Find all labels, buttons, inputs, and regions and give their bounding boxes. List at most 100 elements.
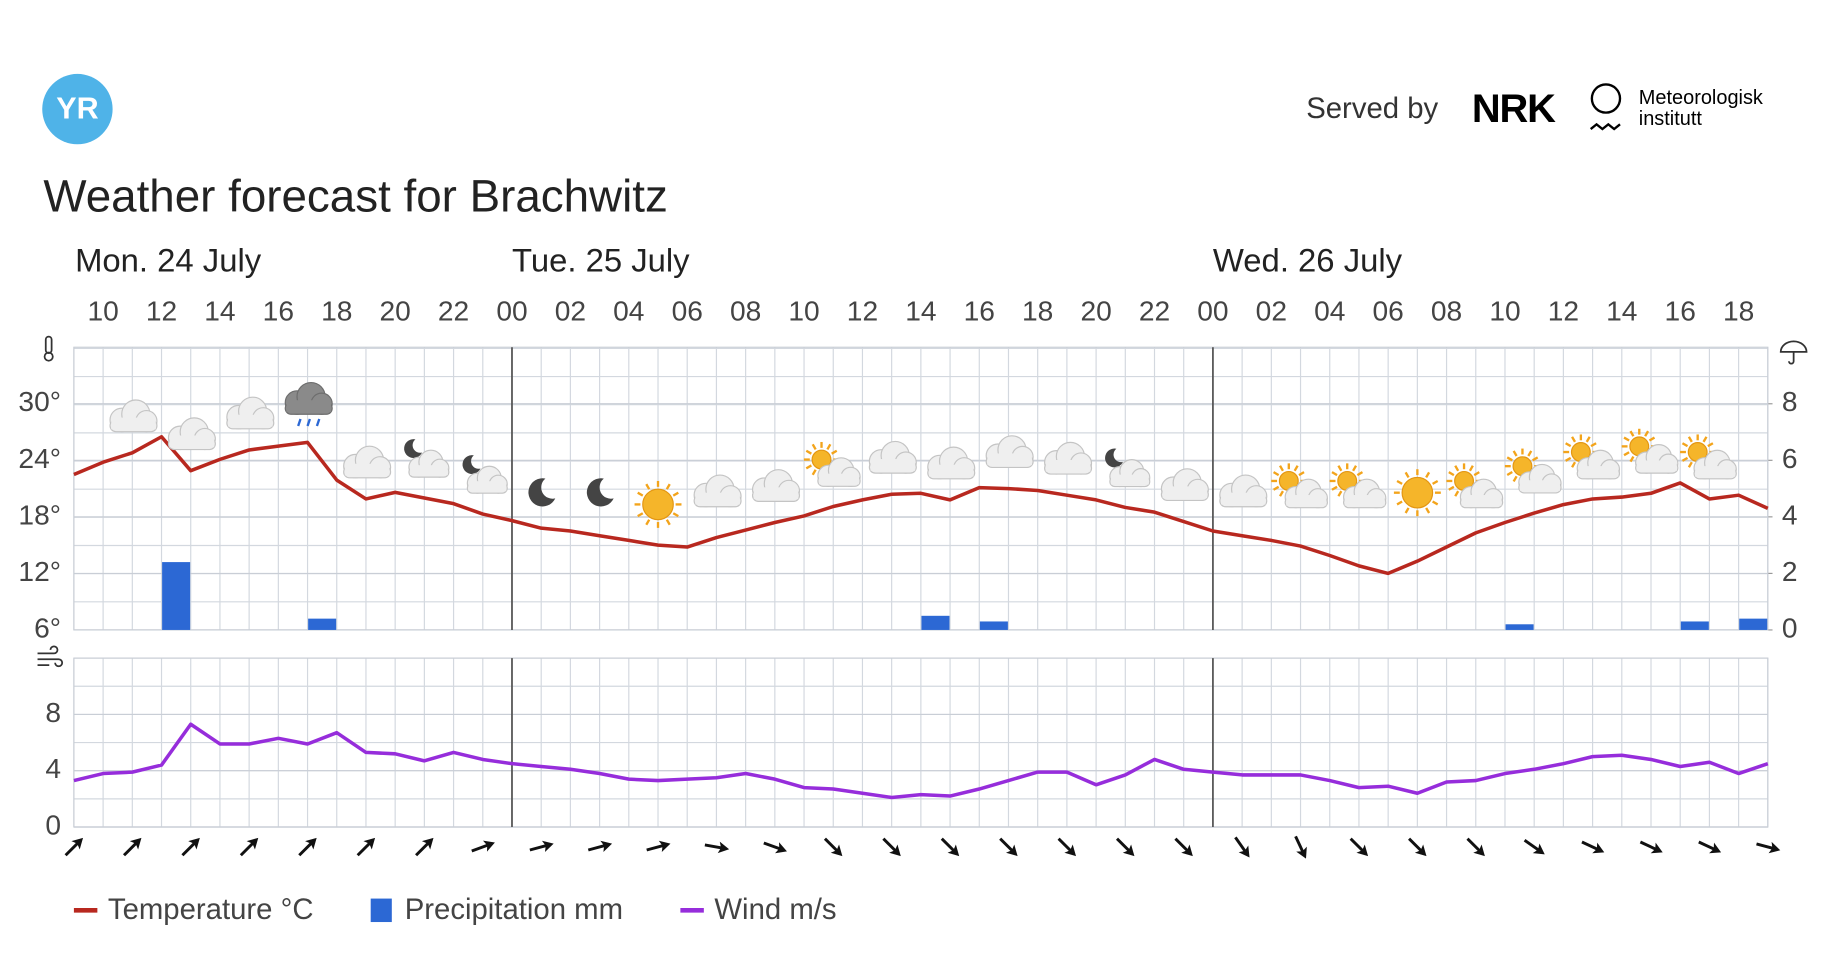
sun-ray [1454, 490, 1460, 497]
y2-tick-label: 2 [1782, 556, 1798, 587]
sun-ray [1571, 461, 1577, 468]
sun-ray [1278, 465, 1284, 472]
cloud-fill [286, 400, 332, 412]
sun-ray [1527, 450, 1533, 457]
precip-bar [162, 562, 191, 630]
weather-icon [343, 445, 392, 479]
sun-ray [1512, 450, 1518, 457]
sun-ray [1454, 465, 1460, 472]
hour-label: 22 [438, 296, 469, 327]
sun-ray [1425, 507, 1431, 514]
weather-icon [167, 417, 216, 451]
wind-arrow [1581, 840, 1605, 854]
sun-ray [1648, 436, 1656, 442]
wind-arrow [64, 837, 84, 857]
moon [586, 478, 614, 507]
weather-icon [868, 440, 917, 474]
hour-label: 12 [146, 296, 177, 327]
sun-ray [645, 483, 651, 490]
wind-arrow-head [658, 840, 671, 853]
sun-ray [1571, 436, 1577, 443]
met-name: institutt [1639, 108, 1703, 130]
chart-title: Weather forecast for Brachwitz [43, 171, 667, 222]
weather-icon [1044, 441, 1093, 475]
hour-label: 16 [1665, 296, 1696, 327]
precip-bar [1505, 624, 1534, 630]
wind-arrow [1756, 841, 1781, 854]
weather-icon [751, 469, 801, 502]
wind-arrow-head [1005, 844, 1018, 857]
wind-arrow-head [889, 844, 901, 857]
y-tick-label: 12° [18, 556, 61, 587]
cloud-fill [1162, 486, 1208, 499]
sun-ray [1590, 442, 1597, 448]
cloud-fill [1110, 474, 1149, 485]
hour-label: 08 [730, 296, 761, 327]
wind-icon [37, 645, 64, 668]
sun-ray [1468, 465, 1474, 472]
sun-ray [672, 512, 679, 518]
sun-disc [642, 488, 674, 521]
cloud-fill [1045, 459, 1091, 472]
legend-label: Precipitation mm [405, 893, 623, 926]
cloud-fill [1286, 495, 1327, 506]
hour-label: 06 [1372, 296, 1403, 327]
hour-label: 20 [380, 296, 411, 327]
wind-arrow-head [1238, 845, 1250, 858]
weather-icon [528, 478, 556, 507]
sun-ray [1352, 465, 1358, 472]
y-tick-label: 30° [18, 386, 61, 417]
wind-arrow-head [600, 840, 613, 853]
weather-icon [284, 381, 333, 427]
moon [462, 455, 481, 474]
cloud-fill [987, 453, 1032, 466]
sun-ray [811, 443, 817, 450]
wind-arrow [529, 840, 554, 853]
cloud-fill [409, 465, 448, 476]
hour-label: 18 [1723, 296, 1754, 327]
legend-label: Temperature °C [108, 893, 314, 926]
wind-arrow-head [1296, 846, 1307, 859]
moon [404, 439, 423, 458]
sun-ray [1565, 456, 1572, 462]
wind-arrow [646, 840, 671, 853]
hour-label: 10 [788, 296, 819, 327]
cloud-fill [1461, 495, 1502, 506]
met-name: Meteorologisk [1639, 87, 1763, 109]
day-label: Mon. 24 July [75, 241, 262, 278]
wind-arrow [1698, 840, 1722, 854]
precip-bar [308, 618, 337, 630]
wind-arrow [1174, 837, 1193, 857]
wind-arrow [1466, 837, 1485, 857]
sun-ray [805, 464, 812, 470]
hour-label: 08 [1431, 296, 1462, 327]
cloud-fill [695, 492, 740, 505]
cloud-fill [1221, 492, 1266, 505]
cloud-fill [468, 481, 507, 492]
sun-ray [1473, 471, 1480, 477]
sun-ray [1629, 455, 1635, 463]
weather-icon [1105, 448, 1151, 488]
sun-ray [1404, 507, 1410, 514]
weather-icon [634, 480, 682, 528]
nrk-logo: NRK [1472, 87, 1556, 131]
sun-ray [1687, 436, 1693, 443]
sun-ray [1432, 500, 1439, 506]
hour-label: 14 [204, 296, 235, 327]
wind-arrow-head [1650, 842, 1663, 854]
wind-arrow [415, 837, 434, 857]
cloud-fill [344, 463, 390, 476]
sun-ray [1506, 456, 1513, 462]
thermometer-icon [43, 335, 54, 362]
rain-drop [306, 418, 312, 427]
precip-bar [921, 615, 950, 630]
hour-label: 20 [1080, 296, 1111, 327]
hour-label: 06 [672, 296, 703, 327]
wind-arrow [1294, 835, 1307, 859]
sun-ray [1272, 485, 1280, 491]
sun-ray [1356, 471, 1364, 477]
hour-label: 14 [1606, 296, 1637, 327]
hour-label: 04 [613, 296, 644, 327]
cloud-fill [1695, 466, 1736, 477]
wind-arrow [1639, 840, 1663, 854]
